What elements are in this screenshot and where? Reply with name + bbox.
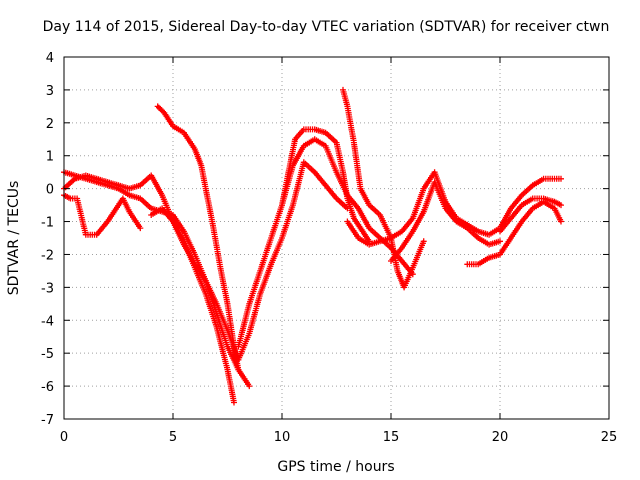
y-tick-label: 3 [46,84,54,99]
x-tick-label: 5 [169,430,177,445]
data-marks [61,86,564,406]
y-tick-label: -6 [41,380,54,395]
series-arc-j [388,179,503,264]
x-tick-label: 10 [274,430,291,445]
series-arc-l [497,195,564,235]
y-tick-label: -5 [41,347,54,362]
plot-frame [63,56,610,420]
y-tick-label: -1 [41,216,54,231]
series-marks-arc-j [388,179,503,264]
x-tick-label: 0 [60,430,68,445]
y-tick-label: 2 [46,117,54,132]
y-tick-label: -4 [41,314,54,329]
y-tick-label: -3 [41,281,54,296]
series-marks-arc-e [148,159,351,363]
series-marks-arc-i [344,169,564,248]
series-arc-e [148,159,351,363]
y-tick-label: -7 [41,413,54,428]
series-marks-arc-k [464,198,564,268]
y-tick-label: 0 [46,183,54,198]
series-marks-arc-l [497,195,564,235]
chart-title: Day 114 of 2015, Sidereal Day-to-day VTE… [43,19,610,35]
y-axis-title: SDTVAR / TECUs [6,181,22,296]
series-arc-k [464,198,564,268]
x-tick-label: 25 [601,430,618,445]
series-marks-arc-h [340,86,427,291]
y-tick-label: 4 [46,51,54,66]
y-tick-label: 1 [46,150,54,165]
series-arc-h [340,86,427,291]
y-tick-label: -2 [41,248,54,263]
x-tick-label: 20 [492,430,509,445]
series-arc-i [344,169,564,248]
x-tick-label: 15 [383,430,400,445]
x-axis-title: GPS time / hours [277,459,394,475]
axis-ticks: 0 5 10 15 20 25 -7 -6 -5 -4 -3 -2 -1 0 1 2 3 4 [41,51,617,445]
